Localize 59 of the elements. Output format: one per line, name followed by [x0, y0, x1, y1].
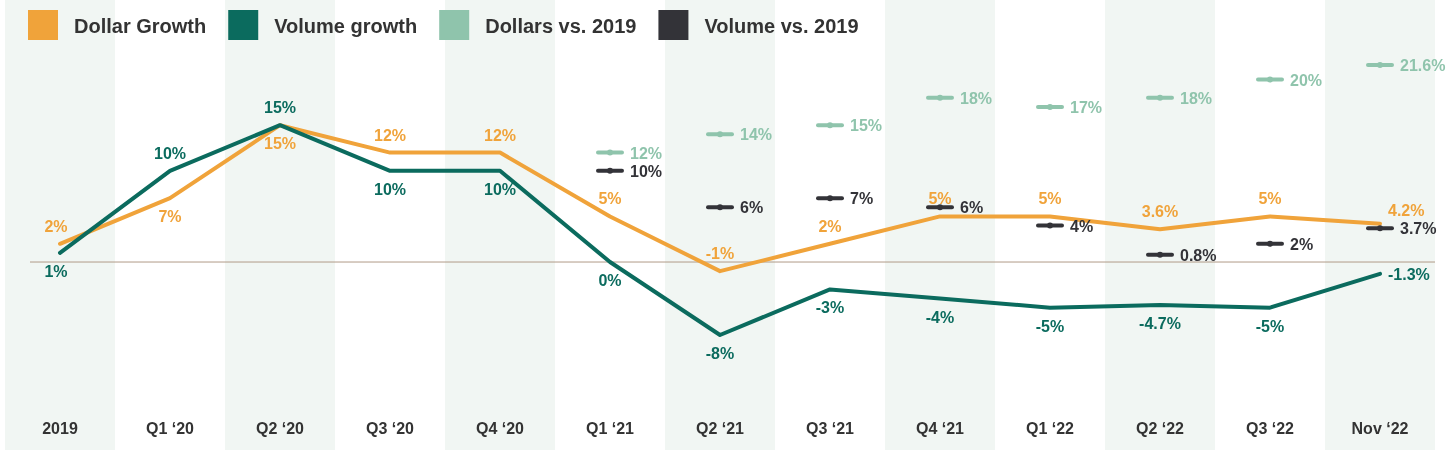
x-tick-label: Q4 ‘20 [475, 420, 525, 438]
data-label: 4.2% [1388, 201, 1425, 219]
x-tick-label: Q1 ‘20 [145, 420, 195, 438]
data-label: -8% [705, 345, 735, 362]
data-label: 18% [960, 89, 993, 107]
data-label: 18% [1180, 89, 1213, 107]
data-label: 17% [1070, 98, 1103, 116]
data-label: 15% [850, 117, 883, 135]
data-label: 10% [373, 180, 407, 198]
data-label: 4% [1070, 217, 1094, 235]
data-label: 10% [483, 180, 517, 198]
data-label: -1% [705, 245, 735, 263]
data-label: 5% [598, 190, 622, 208]
data-label: 15% [263, 135, 297, 153]
data-label: 14% [740, 126, 773, 144]
data-label: 5% [1038, 190, 1062, 208]
data-label: 1% [44, 262, 68, 280]
data-label: -5% [1255, 317, 1285, 335]
data-label: 3.7% [1400, 220, 1437, 238]
x-tick-label: Q4 ‘21 [915, 420, 965, 438]
data-label: 2% [44, 217, 68, 235]
x-tick-label: 2019 [42, 420, 78, 438]
data-label: 0.8% [1180, 246, 1217, 264]
data-label: 7% [850, 190, 874, 208]
x-tick-label: Q3 ‘20 [365, 420, 415, 438]
data-label: 12% [630, 144, 663, 162]
x-tick-label: Q3 ‘21 [805, 420, 855, 438]
data-label: 3.6% [1141, 203, 1179, 221]
x-tick-label: Q1 ‘21 [585, 420, 635, 438]
data-label: 2% [1290, 235, 1314, 253]
data-label: 0% [598, 272, 622, 290]
data-label: 21.6% [1400, 57, 1446, 74]
data-label: 10% [153, 144, 187, 162]
legend-label: Dollar Growth [74, 15, 207, 37]
data-label: 2% [818, 217, 842, 235]
data-label: 6% [960, 199, 984, 217]
data-label: -3% [815, 299, 845, 317]
data-label: -1.3% [1388, 265, 1430, 283]
x-tick-label: Q2 ‘22 [1135, 420, 1185, 438]
x-tick-label: Q2 ‘20 [255, 420, 305, 438]
legend-label: Volume vs. 2019 [704, 15, 859, 37]
data-label: 7% [158, 208, 182, 226]
data-label: 6% [740, 199, 764, 217]
data-label: -4% [925, 308, 955, 326]
data-label: -5% [1035, 317, 1065, 335]
legend-label: Dollars vs. 2019 [485, 15, 637, 37]
x-tick-label: Q3 ‘22 [1245, 420, 1295, 438]
data-label: 12% [373, 126, 407, 144]
x-tick-label: Q1 ‘22 [1025, 420, 1075, 438]
legend-label: Volume growth [274, 15, 418, 37]
data-label: 20% [1290, 71, 1323, 89]
data-label: 5% [1258, 190, 1282, 208]
x-tick-label: Q2 ‘21 [695, 420, 745, 438]
data-label: 12% [483, 126, 517, 144]
data-label: -4.7% [1139, 314, 1181, 332]
data-label: 5% [928, 190, 952, 208]
data-label: 10% [630, 162, 663, 180]
data-label: 15% [263, 99, 297, 117]
x-tick-label: Nov ‘22 [1351, 420, 1409, 438]
